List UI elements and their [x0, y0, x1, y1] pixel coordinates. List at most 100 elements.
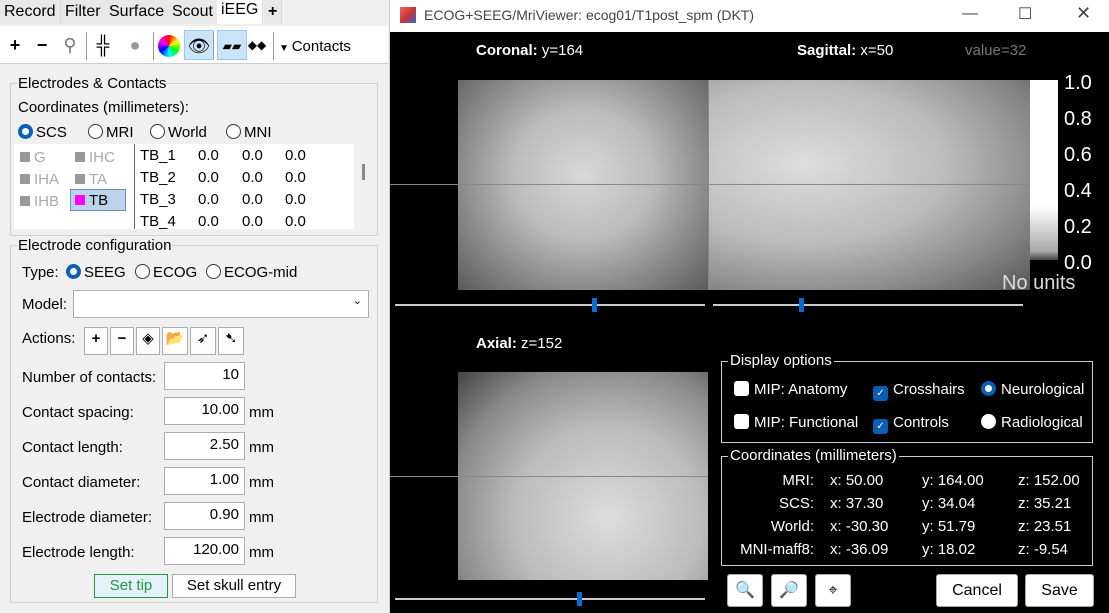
- edit-icon[interactable]: ◈: [136, 327, 160, 355]
- contact-cell: 0.0: [242, 213, 263, 230]
- radio-mri[interactable]: MRI: [88, 124, 134, 141]
- electrodes-title: Electrodes & Contacts: [17, 75, 168, 92]
- colorbar-tick: 0.2: [1064, 216, 1092, 238]
- contact-cell: 0.0: [242, 147, 263, 164]
- radio-world[interactable]: World: [150, 124, 207, 141]
- minimize-icon[interactable]: —: [962, 5, 978, 22]
- set-skull-entry-button[interactable]: Set skull entry: [172, 574, 296, 598]
- crosshair-icon[interactable]: ╬: [96, 35, 110, 55]
- field-label: Contact diameter:: [22, 474, 141, 491]
- field-unit: mm: [249, 404, 274, 421]
- crosshair-horizontal: [390, 184, 1030, 185]
- add-action-button[interactable]: +: [84, 327, 108, 355]
- cancel-button[interactable]: Cancel: [936, 574, 1018, 607]
- export-icon[interactable]: ➷: [218, 327, 244, 355]
- electrode-item-g[interactable]: G: [20, 149, 46, 166]
- close-icon[interactable]: ✕: [1076, 3, 1092, 23]
- contact-cell[interactable]: TB_2: [140, 169, 176, 186]
- mip-anatomy-checkbox[interactable]: MIP: Anatomy: [734, 381, 847, 398]
- import-icon[interactable]: ➶: [190, 327, 216, 355]
- tab-ieeg[interactable]: iEEG: [217, 0, 264, 24]
- electrode-item-ihb[interactable]: IHB: [20, 193, 59, 210]
- tab-filter[interactable]: Filter: [61, 0, 106, 24]
- contact-cell[interactable]: TB_4: [140, 213, 176, 230]
- electrode-item-ihc[interactable]: IHC: [75, 149, 115, 166]
- contact-cell[interactable]: TB_1: [140, 147, 176, 164]
- coord-x: x: 37.30: [830, 495, 884, 512]
- field-input[interactable]: 1.00: [164, 467, 245, 495]
- chevron-down-icon: ⌄: [352, 295, 362, 307]
- contacts-display-icon[interactable]: ◆◆: [247, 38, 267, 52]
- field-label: Electrode length:: [22, 544, 135, 561]
- colorbar-tick: 0.4: [1064, 180, 1092, 202]
- electrode-item-iha[interactable]: IHA: [20, 171, 59, 188]
- coord-z: z: 152.00: [1018, 472, 1080, 489]
- electrode-item-tb[interactable]: TB: [70, 189, 126, 211]
- crosshair-vertical: [708, 80, 709, 290]
- tab-scout[interactable]: Scout: [168, 0, 218, 24]
- zoom-out-button[interactable]: 🔍: [727, 574, 763, 607]
- coronal-slider[interactable]: [395, 298, 705, 312]
- display-options-group: Display options MIP: Anatomy MIP: Functi…: [721, 352, 1093, 443]
- sagittal-slice[interactable]: [708, 80, 1030, 290]
- field-input[interactable]: 0.90: [164, 502, 245, 530]
- electrode-display-icon[interactable]: ▰▰: [217, 30, 247, 60]
- save-button[interactable]: Save: [1025, 574, 1094, 607]
- electrode-item-ta[interactable]: TA: [75, 171, 107, 188]
- caret-down-icon: ▼: [279, 43, 292, 54]
- field-input[interactable]: 2.50: [164, 432, 245, 460]
- set-tip-button[interactable]: Set tip: [94, 574, 168, 598]
- electrode-list: G IHC IHA TA IHB TB TB_1 0.0 0.0 0.0 TB_2 0.0…: [14, 144, 365, 230]
- radio-ecog[interactable]: ECOG: [135, 264, 197, 281]
- contact-cell: 0.0: [198, 191, 219, 208]
- toolbar: + − ⚲ ╬ ● 👁 ▰▰ ◆◆ ▼ Contacts: [0, 26, 388, 64]
- scrollbar[interactable]: [362, 164, 365, 180]
- remove-action-button[interactable]: −: [110, 327, 134, 355]
- contacts-dropdown[interactable]: ▼ Contacts: [279, 38, 351, 55]
- model-label: Model:: [22, 296, 68, 313]
- coord-y: y: 18.02: [922, 541, 976, 558]
- coord-x: x: -30.30: [830, 518, 889, 535]
- plus-icon[interactable]: +: [9, 35, 21, 55]
- mip-functional-checkbox[interactable]: MIP: Functional: [734, 414, 858, 431]
- field-label: Contact length:: [22, 439, 123, 456]
- contact-cell: 0.0: [242, 169, 263, 186]
- contact-cell[interactable]: TB_3: [140, 191, 176, 208]
- coord-z: z: 23.51: [1018, 518, 1072, 535]
- zoom-in-button[interactable]: 🔎: [771, 574, 807, 607]
- field-input[interactable]: 10.00: [164, 397, 245, 425]
- radio-mni[interactable]: MNI: [226, 124, 272, 141]
- tab-add[interactable]: +: [264, 0, 283, 24]
- radio-ecog-mid[interactable]: ECOG-mid: [206, 264, 297, 281]
- crosshairs-checkbox[interactable]: ✓ Crosshairs: [873, 381, 965, 401]
- coronal-slice[interactable]: [458, 80, 708, 290]
- colorbar: [1030, 80, 1058, 260]
- radiological-radio[interactable]: Radiological: [981, 414, 1083, 431]
- coord-x: x: -36.09: [830, 541, 889, 558]
- field-input[interactable]: 10: [164, 362, 245, 390]
- coord-row-label: SCS:: [778, 495, 814, 512]
- model-select[interactable]: ⌄: [73, 290, 369, 318]
- tab-surface[interactable]: Surface: [105, 0, 170, 24]
- eye-icon[interactable]: 👁: [184, 30, 214, 60]
- axial-slider[interactable]: [395, 592, 705, 606]
- minus-icon[interactable]: −: [36, 35, 48, 55]
- neurological-radio[interactable]: Neurological: [981, 381, 1084, 398]
- electrode-tree-icon[interactable]: ⚲: [63, 35, 77, 55]
- coord-y: y: 51.79: [922, 518, 976, 535]
- field-label: Electrode diameter:: [22, 509, 153, 526]
- window-title: ECOG+SEEG/MriViewer: ecog01/T1post_spm (…: [424, 7, 755, 23]
- dot-icon[interactable]: ●: [129, 35, 141, 55]
- radio-seeg[interactable]: SEEG: [66, 264, 126, 281]
- folder-open-icon[interactable]: 📂: [162, 327, 188, 355]
- radio-scs[interactable]: SCS: [18, 124, 67, 141]
- tab-record[interactable]: Record: [0, 0, 61, 24]
- controls-checkbox[interactable]: ✓ Controls: [873, 414, 949, 434]
- color-wheel-icon[interactable]: [154, 30, 184, 60]
- maximize-icon[interactable]: ☐: [1018, 6, 1033, 23]
- ieeg-panel: Record Filter Surface Scout iEEG + + − ⚲…: [0, 0, 390, 613]
- sagittal-slider[interactable]: [713, 298, 1023, 312]
- field-input[interactable]: 120.00: [164, 537, 245, 565]
- contact-cell: 0.0: [285, 191, 306, 208]
- center-crosshair-button[interactable]: ⌖: [815, 574, 851, 607]
